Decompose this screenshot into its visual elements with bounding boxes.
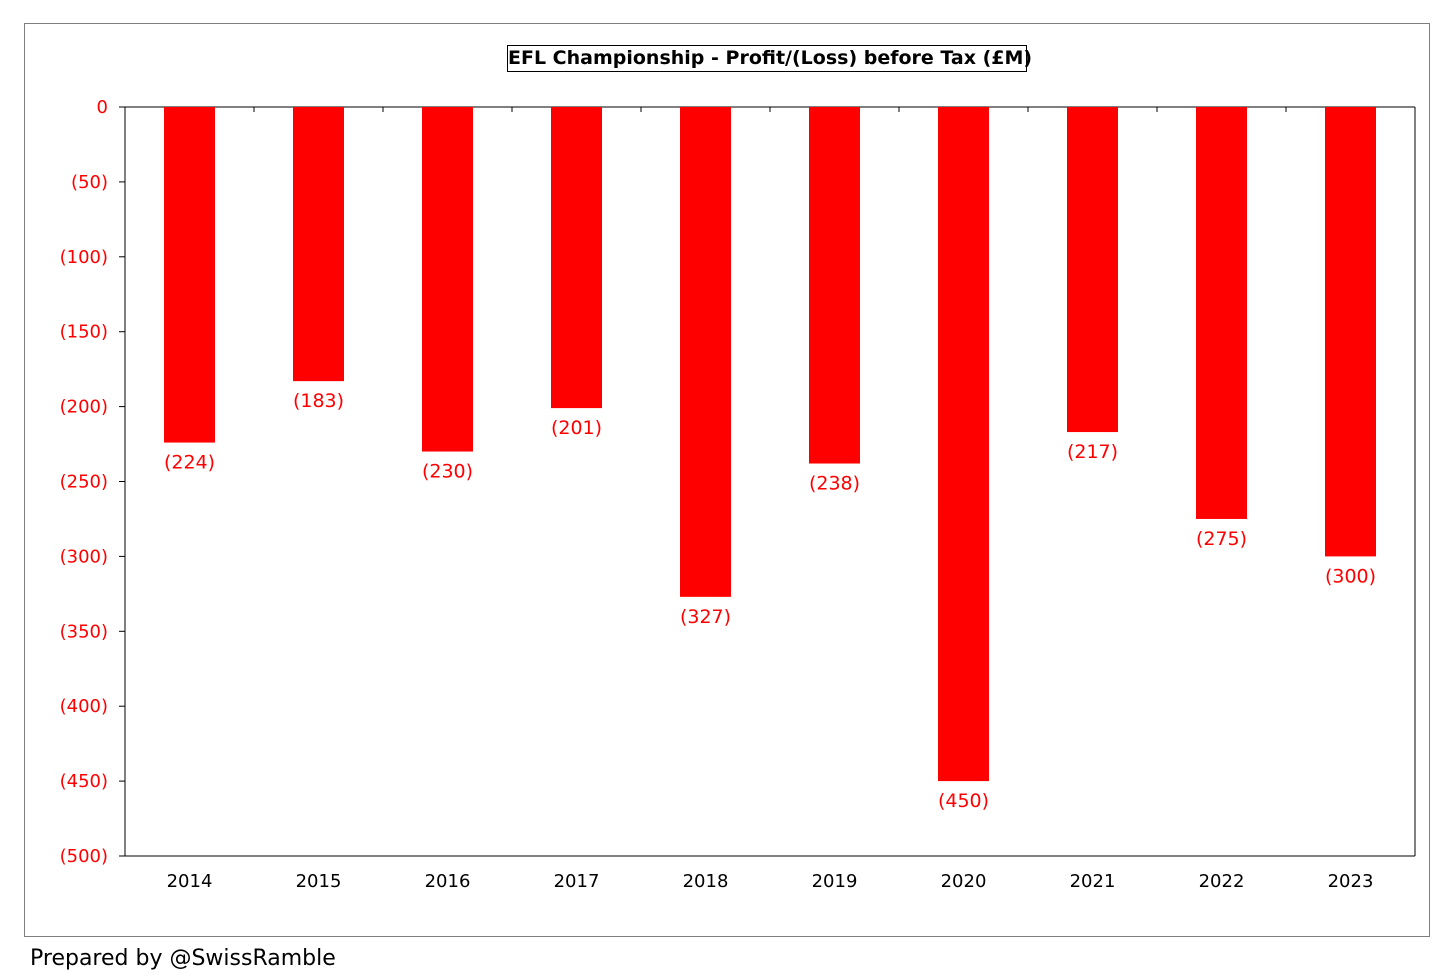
data-label-2018: (327) [680, 606, 731, 628]
y-tick-label: (150) [60, 322, 108, 343]
bar-2019 [809, 107, 860, 464]
data-label-2020: (450) [938, 790, 989, 812]
y-tick-label: (300) [60, 546, 108, 567]
bar-2020 [938, 107, 989, 782]
bar-2014 [164, 107, 215, 443]
chart-axes: 0 (50) (100) (150) (200) (250) (300) (350) (400)… [60, 97, 1416, 892]
bar-2017 [551, 107, 602, 409]
x-tick-label: 2018 [683, 871, 729, 892]
data-label-2021: (217) [1067, 441, 1118, 463]
chart-data-labels: (224) (183) (230) (201) (327) (238) (450) (217)… [164, 390, 1376, 812]
footer-credit: Prepared by @SwissRamble [30, 946, 336, 971]
bar-2016 [422, 107, 473, 452]
y-tick-label: (50) [71, 172, 108, 193]
chart-bars [164, 107, 1376, 782]
data-label-2017: (201) [551, 417, 602, 439]
data-label-2016: (230) [422, 461, 473, 483]
x-tick-label: 2020 [941, 871, 987, 892]
x-tick-label: 2015 [296, 871, 342, 892]
bar-2021 [1067, 107, 1118, 433]
data-label-2015: (183) [293, 390, 344, 412]
y-tick-label: (500) [60, 846, 108, 867]
bar-2023 [1325, 107, 1376, 557]
y-tick-label: (250) [60, 472, 108, 493]
x-tick-label: 2016 [425, 871, 471, 892]
bar-2022 [1196, 107, 1247, 519]
x-tick-label: 2017 [554, 871, 600, 892]
data-label-2019: (238) [809, 473, 860, 495]
bar-2015 [293, 107, 344, 382]
y-tick-label: (100) [60, 247, 108, 268]
data-label-2023: (300) [1325, 565, 1376, 587]
x-tick-label: 2019 [812, 871, 858, 892]
x-tick-label: 2022 [1199, 871, 1245, 892]
data-label-2022: (275) [1196, 528, 1247, 550]
y-tick-label: (200) [60, 397, 108, 418]
y-tick-label: 0 [97, 97, 108, 118]
bar-2018 [680, 107, 731, 597]
data-label-2014: (224) [164, 452, 215, 474]
y-tick-label: (350) [60, 621, 108, 642]
chart-title: EFL Championship - Profit/(Loss) before … [507, 45, 1032, 72]
x-tick-label: 2023 [1328, 871, 1374, 892]
x-tick-label: 2014 [167, 871, 213, 892]
y-tick-label: (450) [60, 771, 108, 792]
x-tick-label: 2021 [1070, 871, 1116, 892]
y-tick-label: (400) [60, 696, 108, 717]
